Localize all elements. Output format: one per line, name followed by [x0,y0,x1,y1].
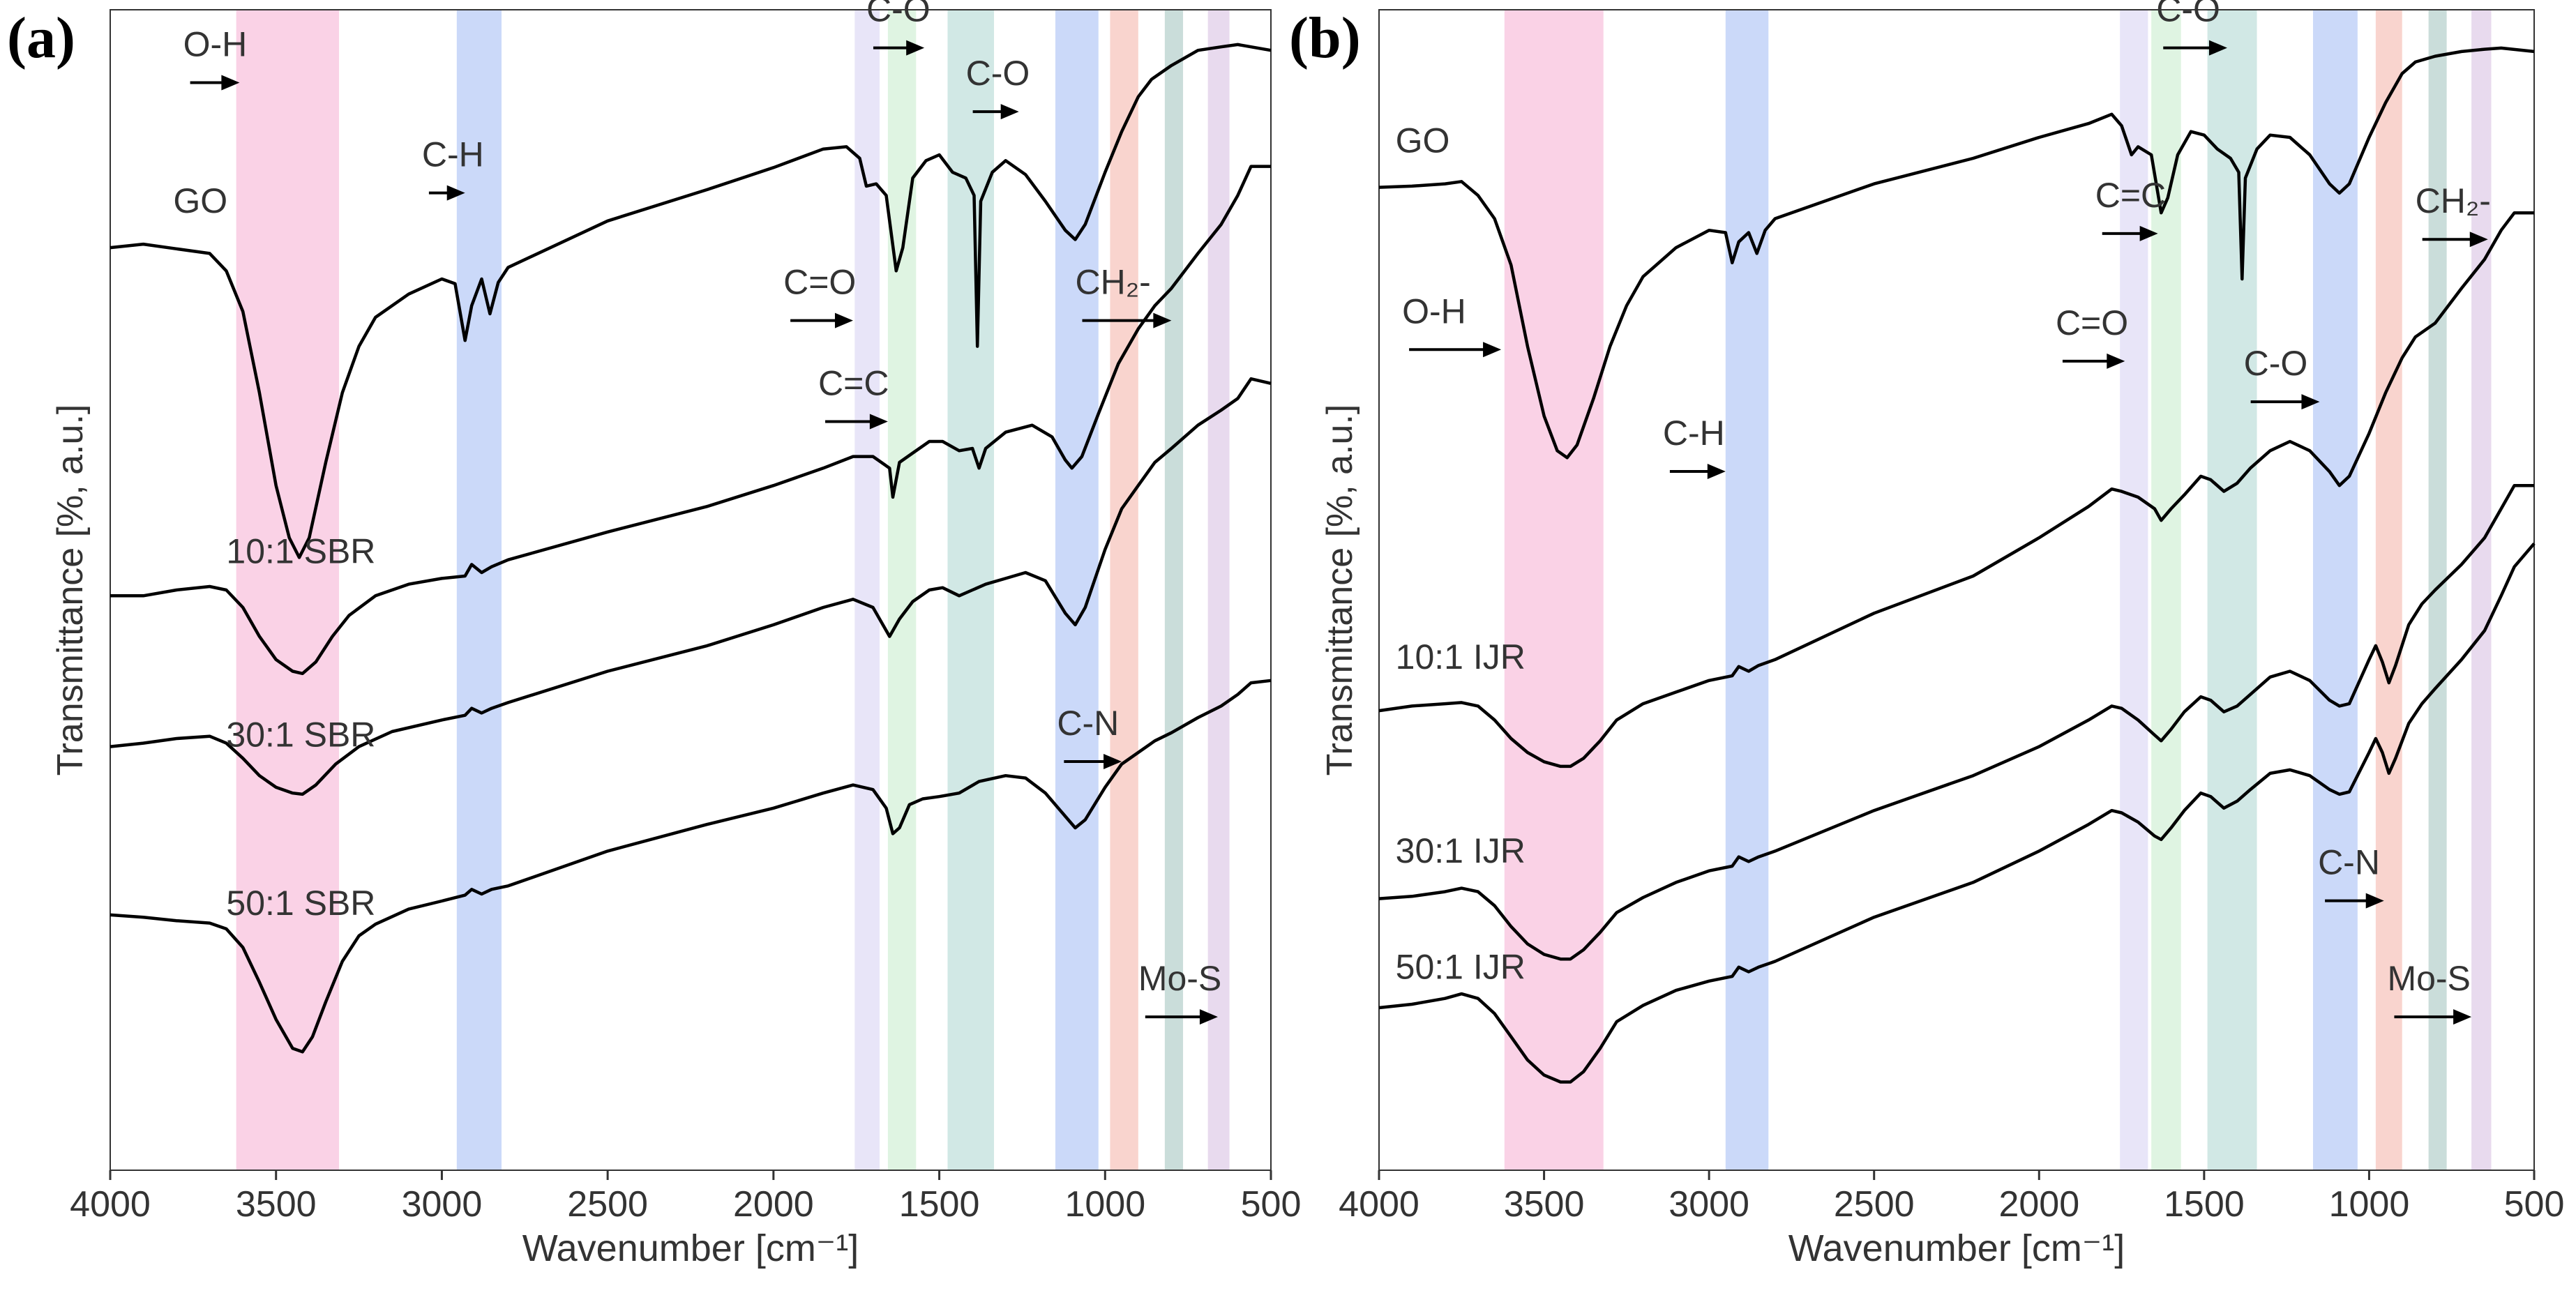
panel-b-annotation: C=O [2056,303,2128,342]
panel-b-plot-frame [1378,9,2535,1171]
panel-b-annotation-arrowhead [2469,232,2488,248]
panel-a-annotation: C-N [1057,704,1119,743]
panel-b-x-tick-label: 500 [2504,1184,2565,1225]
panel-a-x-tick-label: 1500 [899,1184,980,1225]
panel-b-annotation-arrowhead [2107,353,2125,369]
panel-b-annotation: O-H [1402,292,1466,331]
panel-a-band-2 [854,10,880,1170]
panel-a-annotation-arrowhead [906,40,925,56]
panel-b-series-label: GO [1396,121,1450,160]
panel-b-band-8 [2471,10,2492,1170]
panel-a-annotation-arrowhead [1153,312,1172,328]
panel-b-series-line-2 [1378,483,2534,961]
panel-b-band-7 [2428,10,2447,1170]
panel-b-x-tick-label: 1500 [2164,1184,2245,1225]
panel-b-band-4 [2207,10,2257,1170]
panel-b-x-tick-label: 2500 [1834,1184,1915,1225]
panel-a-series-line-2 [110,377,1272,796]
panel-a-band-0 [236,10,340,1170]
panel-a-x-tick-label: 1000 [1064,1184,1145,1225]
panel-b-label: (b) [1289,6,1361,70]
panel-a-series-label: 30:1 SBR [226,716,375,755]
panel-a-series-label: 10:1 SBR [226,532,375,571]
panel-a-annotation-arrowhead [1000,104,1019,120]
panel-b-chart: 4000 3500 3000 2500 2000 1500 1000 500 Wavenumbe… [1289,0,2564,1269]
panel-a-x-tick-label: 4000 [70,1184,151,1225]
panel-b-x-tick-label: 4000 [1339,1184,1419,1225]
panel-b-x-axis-label: Wavenumber [cm⁻¹] [1788,1227,2125,1269]
panel-b-series-label: 50:1 IJR [1396,947,1526,986]
panel-b-annotation-arrowhead [2365,893,2384,909]
panel-a-chart: 4000 3500 3000 2500 2000 1500 1000 500 Wavenumbe… [7,0,1301,1269]
panel-b-annotation-arrowhead [2453,1009,2472,1025]
panel-a-annotation: O-H [183,25,248,64]
panel-a-annotation: CH₂- [1075,263,1150,302]
panel-a-x-tick-label: 2000 [733,1184,814,1225]
panel-a-x-tick-label: 3000 [402,1184,483,1225]
panel-b-y-axis-label: Transmittance [%, a.u.] [1320,404,1360,776]
panel-a-annotation-arrowhead [834,312,853,328]
panel-a-annotation: C-O [866,0,931,29]
panel-a-annotation: C=O [783,263,856,302]
panel-b-annotation: C-N [2318,843,2380,882]
panel-a-band-6 [1110,10,1138,1170]
panel-a-annotation-arrowhead [1199,1009,1218,1025]
panel-b-annotation-arrowhead [1483,342,1502,358]
panel-b-band-0 [1504,10,1604,1170]
panel-b-x-tick-label: 3500 [1504,1184,1585,1225]
panel-b-annotation: Mo-S [2387,959,2470,998]
panel-b-x-tick-label: 1000 [2329,1184,2410,1225]
panel-a-y-axis-label: Transmittance [%, a.u.] [50,404,91,776]
panel-b-annotation: C=C [2095,176,2166,215]
panel-b-annotation-arrowhead [2301,394,2320,410]
panel-b-x-tick-label: 3000 [1669,1184,1749,1225]
panel-a-band-7 [1164,10,1184,1170]
panel-b-series-line-3 [1378,542,2536,1084]
panel-b-annotation: C-O [2244,344,2308,383]
panel-a-annotation: C-H [422,135,484,174]
panel-a-series-line-1 [110,165,1271,676]
panel-a-x-tick-label: 2500 [567,1184,648,1225]
panel-b-annotation-arrowhead [1707,464,1726,479]
panel-b-band-1 [1725,10,1769,1170]
panel-b-band-5 [2312,10,2358,1170]
panel-b-x-tick-label: 2000 [1998,1184,2079,1225]
panel-a-band-8 [1207,10,1230,1170]
panel-a-x-tick-label: 3500 [236,1184,317,1225]
panel-a-x-axis-label: Wavenumber [cm⁻¹] [522,1227,859,1269]
panel-a-annotation: C=C [818,363,889,402]
panel-a-annotation-arrowhead [221,75,240,91]
panel-a-annotation-arrowhead [1104,754,1122,769]
panel-b-annotation-arrowhead [2208,40,2227,56]
panel-b-annotation: C-H [1663,414,1725,453]
panel-b-annotation: CH₂- [2416,181,2491,220]
panel-a-series-line-3 [110,679,1272,1054]
panel-b-band-6 [2375,10,2402,1170]
panel-b-band-2 [2120,10,2148,1170]
panel-a-annotation-arrowhead [869,414,888,430]
panel-a-series-line-0 [110,43,1272,559]
panel-b-series-line-0 [1378,46,2535,460]
panel-a-x-tick-label: 500 [1241,1184,1302,1225]
panel-a-annotation: C-O [966,54,1030,93]
panel-a-series-label: 50:1 SBR [226,884,375,923]
panel-a-band-3 [887,10,917,1170]
panel-a-annotation: Mo-S [1138,959,1221,998]
panel-a-series-label: GO [173,181,227,220]
panel-b-series-label: 30:1 IJR [1396,831,1526,870]
panel-b-annotation-arrowhead [2139,225,2158,241]
panel-a-annotation-arrowhead [446,185,465,201]
panel-b-annotation: C-O [2156,0,2220,29]
panel-b-series-label: 10:1 IJR [1396,637,1526,676]
panel-a-label: (a) [7,6,75,70]
panel-b-series-line-1 [1378,211,2534,769]
panel-a-band-1 [456,10,502,1170]
panel-a-plot-frame [110,9,1272,1171]
